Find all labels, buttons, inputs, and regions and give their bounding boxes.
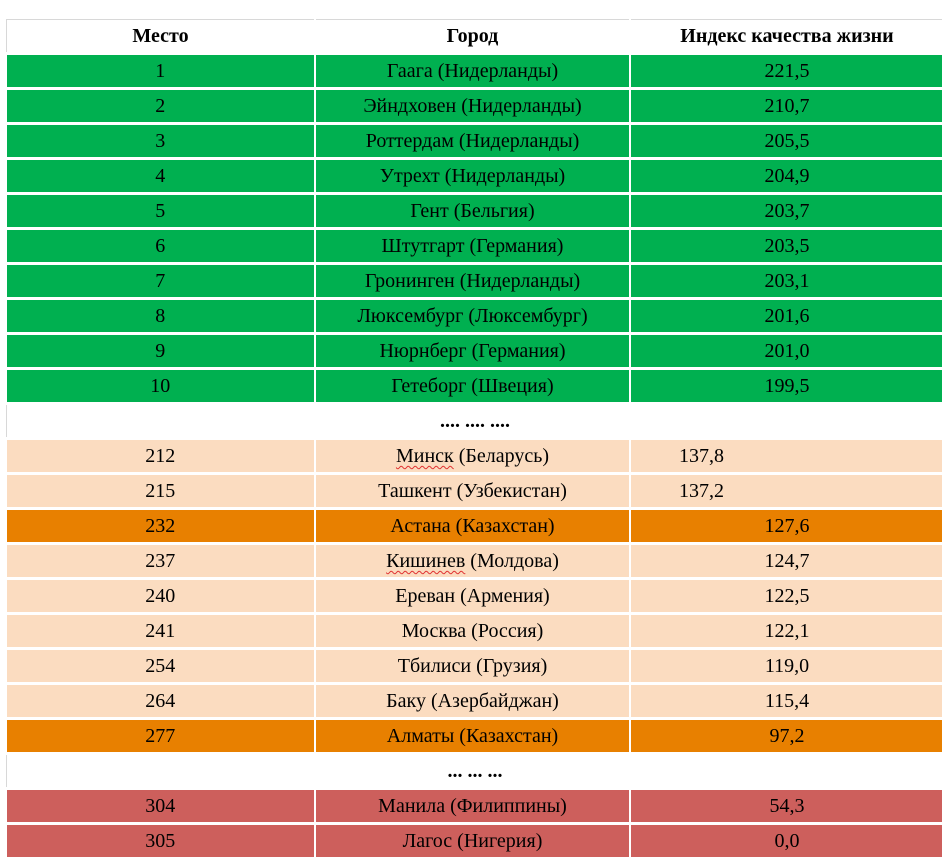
city-name-misspell: Минск bbox=[395, 445, 454, 467]
city-cell: Нюрнберг (Германия) bbox=[315, 333, 631, 370]
table-row: 5 Гент (Бельгия) 203,7 bbox=[6, 193, 942, 230]
rank-cell: 8 bbox=[6, 298, 316, 335]
table-row: 4 Утрехт (Нидерланды) 204,9 bbox=[6, 158, 942, 195]
index-cell: 119,0 bbox=[630, 648, 942, 685]
rank-cell: 10 bbox=[6, 368, 316, 405]
city-cell: Алматы (Казахстан) bbox=[315, 718, 631, 755]
city-cell: Минск (Беларусь) bbox=[315, 438, 631, 475]
table-row: 2 Эйндховен (Нидерланды) 210,7 bbox=[6, 88, 942, 125]
rank-cell: 4 bbox=[6, 158, 316, 195]
index-cell: 54,3 bbox=[630, 788, 942, 825]
index-cell: 201,6 bbox=[630, 298, 942, 335]
rank-cell: 237 bbox=[6, 543, 316, 580]
table-row: 215 Ташкент (Узбекистан) 137,2 bbox=[6, 473, 942, 510]
city-cell: Штутгарт (Германия) bbox=[315, 228, 631, 265]
table-row: 232 Астана (Казахстан) 127,6 bbox=[6, 508, 942, 545]
index-cell: 127,6 bbox=[630, 508, 942, 545]
rank-cell: 215 bbox=[6, 473, 316, 510]
index-cell: 210,7 bbox=[630, 88, 942, 125]
table-row: 6 Штутгарт (Германия) 203,5 bbox=[6, 228, 942, 265]
table-row: 241 Москва (Россия) 122,1 bbox=[6, 613, 942, 650]
ranking-table: Место Город Индекс качества жизни 1 Гааг… bbox=[6, 19, 942, 860]
table-row: 1 Гаага (Нидерланды) 221,5 bbox=[6, 53, 942, 90]
index-cell: 0,0 bbox=[630, 823, 942, 860]
header-row: Место Город Индекс качества жизни bbox=[6, 19, 942, 55]
index-cell: 203,7 bbox=[630, 193, 942, 230]
index-cell: 122,1 bbox=[630, 613, 942, 650]
index-cell: 203,1 bbox=[630, 263, 942, 300]
rank-cell: 6 bbox=[6, 228, 316, 265]
table-row: 10 Гетеборг (Швеция) 199,5 bbox=[6, 368, 942, 405]
table-row: 7 Гронинген (Нидерланды) 203,1 bbox=[6, 263, 942, 300]
table-row: 277 Алматы (Казахстан) 97,2 bbox=[6, 718, 942, 755]
city-cell: Гронинген (Нидерланды) bbox=[315, 263, 631, 300]
header-city: Город bbox=[315, 19, 631, 55]
table-row: 8 Люксембург (Люксембург) 201,6 bbox=[6, 298, 942, 335]
rank-cell: 5 bbox=[6, 193, 316, 230]
rank-cell: 264 bbox=[6, 683, 316, 720]
table-row: 3 Роттердам (Нидерланды) 205,5 bbox=[6, 123, 942, 160]
city-cell: Баку (Азербайджан) bbox=[315, 683, 631, 720]
index-cell: 137,8 bbox=[630, 438, 942, 475]
city-cell: Ташкент (Узбекистан) bbox=[315, 473, 631, 510]
city-cell: Эйндховен (Нидерланды) bbox=[315, 88, 631, 125]
rank-cell: 2 bbox=[6, 88, 316, 125]
ellipsis-row: .... .... .... bbox=[6, 403, 942, 440]
city-cell: Кишинев (Молдова) bbox=[315, 543, 631, 580]
rank-cell: 212 bbox=[6, 438, 316, 475]
ellipsis-row: ... ... ... bbox=[6, 753, 942, 790]
ellipsis-text: ... ... ... bbox=[6, 753, 942, 790]
index-cell: 203,5 bbox=[630, 228, 942, 265]
table-row: 254 Тбилиси (Грузия) 119,0 bbox=[6, 648, 942, 685]
index-cell: 137,2 bbox=[630, 473, 942, 510]
ellipsis-text: .... .... .... bbox=[6, 403, 942, 440]
rank-cell: 305 bbox=[6, 823, 316, 860]
rank-cell: 232 bbox=[6, 508, 316, 545]
city-cell: Утрехт (Нидерланды) bbox=[315, 158, 631, 195]
rank-cell: 7 bbox=[6, 263, 316, 300]
index-cell: 97,2 bbox=[630, 718, 942, 755]
rank-cell: 9 bbox=[6, 333, 316, 370]
rank-cell: 240 bbox=[6, 578, 316, 615]
rank-cell: 304 bbox=[6, 788, 316, 825]
city-cell: Гетеборг (Швеция) bbox=[315, 368, 631, 405]
table-row: 212 Минск (Беларусь) 137,8 bbox=[6, 438, 942, 475]
city-cell: Лагос (Нигерия) bbox=[315, 823, 631, 860]
city-cell: Астана (Казахстан) bbox=[315, 508, 631, 545]
rank-cell: 277 bbox=[6, 718, 316, 755]
city-cell: Манила (Филиппины) bbox=[315, 788, 631, 825]
city-cell: Роттердам (Нидерланды) bbox=[315, 123, 631, 160]
city-country: (Молдова) bbox=[465, 550, 559, 572]
index-cell: 199,5 bbox=[630, 368, 942, 405]
index-cell: 221,5 bbox=[630, 53, 942, 90]
index-cell: 201,0 bbox=[630, 333, 942, 370]
city-name-misspell: Кишинев bbox=[386, 550, 466, 572]
city-cell: Ереван (Армения) bbox=[315, 578, 631, 615]
table-row: 264 Баку (Азербайджан) 115,4 bbox=[6, 683, 942, 720]
index-cell: 204,9 bbox=[630, 158, 942, 195]
table-row: 305 Лагос (Нигерия) 0,0 bbox=[6, 823, 942, 860]
city-cell: Люксембург (Люксембург) bbox=[315, 298, 631, 335]
rank-cell: 1 bbox=[6, 53, 316, 90]
table-row: 237 Кишинев (Молдова) 124,7 bbox=[6, 543, 942, 580]
header-rank: Место bbox=[6, 19, 316, 55]
index-cell: 205,5 bbox=[630, 123, 942, 160]
city-country: (Беларусь) bbox=[453, 445, 550, 467]
city-cell: Гаага (Нидерланды) bbox=[315, 53, 631, 90]
rank-cell: 241 bbox=[6, 613, 316, 650]
index-cell: 124,7 bbox=[630, 543, 942, 580]
city-cell: Тбилиси (Грузия) bbox=[315, 648, 631, 685]
city-cell: Гент (Бельгия) bbox=[315, 193, 631, 230]
table-row: 9 Нюрнберг (Германия) 201,0 bbox=[6, 333, 942, 370]
header-index: Индекс качества жизни bbox=[630, 19, 942, 55]
rank-cell: 3 bbox=[6, 123, 316, 160]
index-cell: 122,5 bbox=[630, 578, 942, 615]
city-cell: Москва (Россия) bbox=[315, 613, 631, 650]
table-row: 240 Ереван (Армения) 122,5 bbox=[6, 578, 942, 615]
index-cell: 115,4 bbox=[630, 683, 942, 720]
table-row: 304 Манила (Филиппины) 54,3 bbox=[6, 788, 942, 825]
rank-cell: 254 bbox=[6, 648, 316, 685]
